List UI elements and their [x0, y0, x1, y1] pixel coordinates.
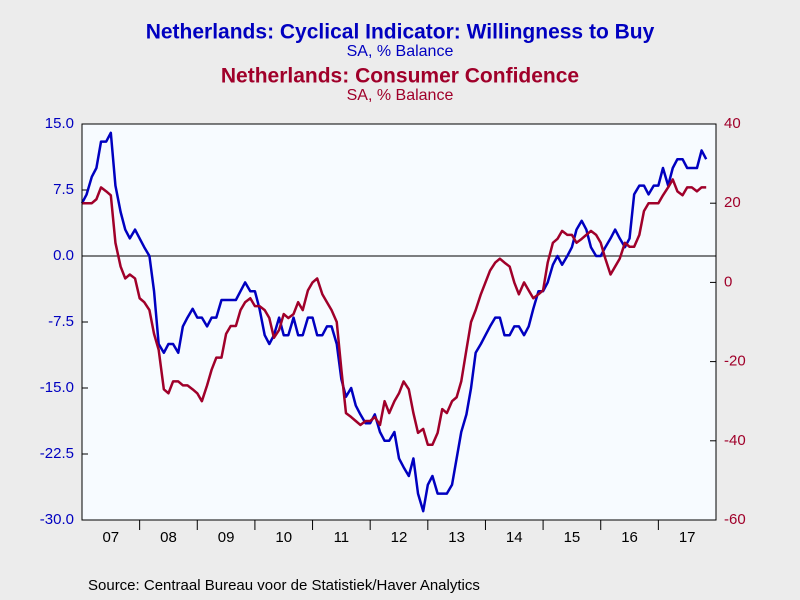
x-tick-label: 13 — [448, 529, 465, 546]
plot-frame — [81, 123, 717, 521]
y2-tick-label: 40 — [724, 115, 741, 132]
y2-tick-label: 20 — [724, 194, 741, 211]
x-tick-label: 07 — [102, 529, 119, 546]
x-tick-label: 12 — [391, 529, 408, 546]
series-title: Netherlands: Cyclical Indicator: Willing… — [146, 21, 655, 44]
y-tick-label: 7.5 — [53, 181, 74, 198]
y-tick-label: -30.0 — [40, 511, 74, 528]
y-tick-label: 15.0 — [45, 115, 74, 132]
y2-tick-label: -40 — [724, 432, 746, 449]
series-line — [82, 178, 707, 447]
y-tick-label: -22.5 — [40, 445, 74, 462]
y2-tick-label: 0 — [724, 273, 732, 290]
y-tick-label: 0.0 — [53, 247, 74, 264]
x-tick-label: 10 — [275, 529, 292, 546]
x-tick-label: 08 — [160, 529, 177, 546]
series-unit: SA, % Balance — [347, 43, 454, 60]
y2-tick-label: -60 — [724, 511, 746, 528]
x-tick-label: 09 — [218, 529, 235, 546]
x-tick-label: 16 — [621, 529, 638, 546]
y-tick-label: -15.0 — [40, 379, 74, 396]
y2-tick-label: -20 — [724, 353, 746, 370]
series-unit: SA, % Balance — [347, 87, 454, 104]
y-tick-label: -7.5 — [48, 313, 74, 330]
x-tick-label: 15 — [564, 529, 581, 546]
series-title: Netherlands: Consumer Confidence — [221, 65, 579, 88]
series-line — [80, 131, 708, 513]
x-tick-label: 14 — [506, 529, 523, 546]
x-tick-label: 17 — [679, 529, 696, 546]
source: Source: Centraal Bureau voor de Statisti… — [88, 577, 480, 594]
x-tick-label: 11 — [334, 529, 350, 546]
